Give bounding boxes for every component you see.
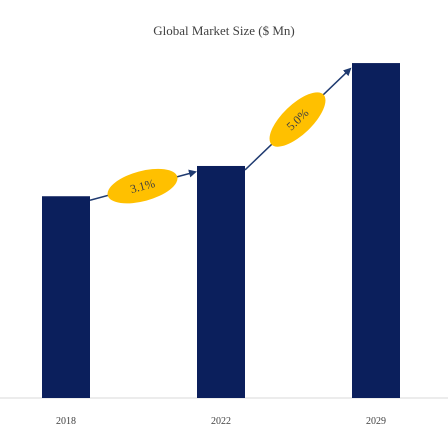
cagr-ellipse-1 — [107, 168, 178, 204]
x-tick-label-2018: 2018 — [56, 416, 76, 427]
cagr-ellipse-2 — [269, 92, 326, 147]
cagr-badge-1: 3.1% — [107, 168, 178, 204]
cagr-badge-2: 5.0% — [269, 92, 326, 147]
bar-2029 — [352, 63, 400, 398]
cagr-label-1: 3.1% — [129, 176, 157, 196]
bar-2022 — [197, 165, 245, 398]
arrows-layer: 3.1% 5.0% — [89, 67, 352, 204]
bar-2018 — [42, 196, 90, 398]
x-tick-label-2022: 2022 — [211, 416, 231, 427]
labels-layer: 2018 2022 2029 — [56, 416, 386, 427]
bars-layer — [42, 63, 400, 398]
chart-title: Global Market Size ($ Mn) — [153, 23, 295, 38]
x-tick-label-2029: 2029 — [366, 416, 386, 427]
